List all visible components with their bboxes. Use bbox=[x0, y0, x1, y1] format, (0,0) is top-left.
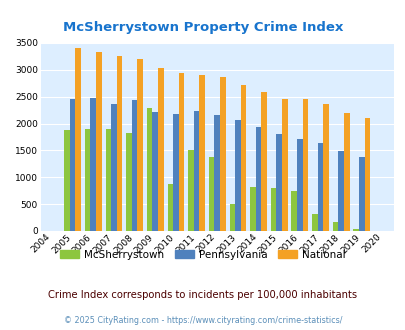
Bar bbox=[167, 184, 173, 231]
Bar bbox=[178, 73, 184, 231]
Bar bbox=[137, 59, 143, 231]
Text: © 2025 CityRating.com - https://www.cityrating.com/crime-statistics/: © 2025 CityRating.com - https://www.city… bbox=[64, 316, 341, 325]
Bar bbox=[199, 75, 205, 231]
Bar bbox=[353, 229, 358, 231]
Bar bbox=[296, 139, 302, 231]
Bar bbox=[270, 188, 276, 231]
Bar bbox=[147, 109, 152, 231]
Text: McSherrystown Property Crime Index: McSherrystown Property Crime Index bbox=[63, 21, 342, 34]
Bar bbox=[111, 104, 116, 231]
Bar bbox=[96, 52, 101, 231]
Bar bbox=[116, 56, 122, 231]
Bar bbox=[302, 99, 307, 231]
Bar bbox=[229, 204, 234, 231]
Bar bbox=[311, 214, 317, 231]
Bar bbox=[261, 92, 266, 231]
Bar bbox=[214, 115, 220, 231]
Bar bbox=[126, 133, 132, 231]
Bar bbox=[364, 118, 369, 231]
Bar bbox=[152, 112, 158, 231]
Bar bbox=[343, 113, 349, 231]
Bar bbox=[255, 127, 261, 231]
Bar bbox=[105, 129, 111, 231]
Bar bbox=[173, 114, 178, 231]
Bar bbox=[281, 99, 287, 231]
Bar bbox=[85, 129, 90, 231]
Bar bbox=[234, 120, 240, 231]
Bar bbox=[337, 151, 343, 231]
Bar bbox=[208, 157, 214, 231]
Bar bbox=[188, 150, 193, 231]
Text: Crime Index corresponds to incidents per 100,000 inhabitants: Crime Index corresponds to incidents per… bbox=[48, 290, 357, 300]
Bar bbox=[317, 143, 322, 231]
Bar bbox=[64, 130, 70, 231]
Bar bbox=[70, 99, 75, 231]
Bar bbox=[291, 191, 296, 231]
Bar bbox=[90, 98, 96, 231]
Bar bbox=[240, 85, 245, 231]
Bar bbox=[276, 134, 281, 231]
Bar bbox=[75, 48, 81, 231]
Bar bbox=[332, 222, 337, 231]
Bar bbox=[132, 100, 137, 231]
Bar bbox=[220, 77, 225, 231]
Bar bbox=[358, 157, 364, 231]
Bar bbox=[158, 68, 163, 231]
Bar bbox=[193, 111, 199, 231]
Bar bbox=[249, 187, 255, 231]
Legend: McSherrystown, Pennsylvania, National: McSherrystown, Pennsylvania, National bbox=[56, 246, 349, 264]
Bar bbox=[322, 104, 328, 231]
